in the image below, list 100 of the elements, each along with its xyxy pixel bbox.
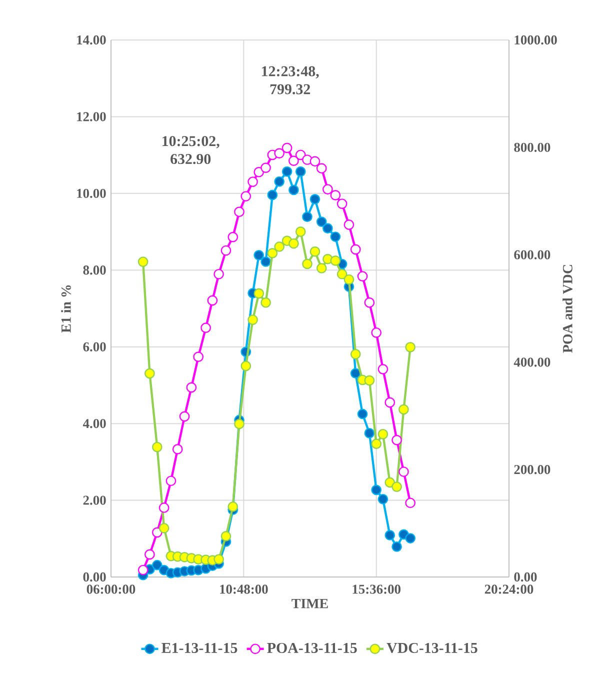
point	[254, 288, 264, 299]
point	[371, 484, 382, 496]
point	[234, 418, 244, 430]
point	[288, 184, 299, 196]
point	[248, 176, 258, 187]
point	[144, 368, 155, 379]
point	[158, 502, 170, 513]
y2-tick-label: 600.00	[514, 250, 550, 260]
point	[152, 560, 162, 570]
point	[350, 348, 361, 360]
y-tick-label: 14.00	[77, 35, 106, 45]
y2-tick-label: 200.00	[514, 465, 550, 474]
point	[274, 176, 285, 187]
point	[179, 411, 190, 422]
legend-label: POA-13-11-15	[267, 642, 357, 653]
point	[310, 246, 320, 257]
annotation: 12:23:48, 799.32	[262, 66, 319, 94]
point	[336, 268, 348, 280]
point	[228, 501, 238, 512]
point	[330, 190, 341, 200]
y-tick-label: 12.00	[77, 112, 106, 122]
x-axis-title: TIME	[292, 598, 328, 608]
point	[260, 297, 271, 308]
point	[344, 220, 354, 230]
legend-label: VDC-13-11-15	[386, 642, 478, 654]
y2-tick-label: 800.00	[514, 142, 550, 152]
point	[378, 494, 388, 504]
point	[193, 352, 204, 362]
point	[364, 428, 375, 438]
y-tick-label: 2.00	[83, 496, 106, 505]
x-tick-label: 20:24:00	[484, 584, 534, 594]
point	[344, 274, 354, 285]
y2-axis-title: POA and VDC	[562, 265, 572, 353]
point	[336, 198, 348, 209]
point	[398, 404, 409, 415]
point	[138, 256, 148, 267]
point	[220, 531, 232, 542]
point	[322, 223, 333, 234]
y-tick-label: 4.00	[82, 418, 106, 428]
y-tick-label: 8.00	[83, 266, 106, 275]
point	[392, 434, 402, 446]
point	[207, 295, 218, 306]
point	[350, 368, 361, 378]
point	[172, 444, 183, 454]
point	[260, 162, 271, 173]
point	[322, 184, 333, 194]
legend-label: E1-13-11-15	[162, 642, 238, 653]
point	[316, 216, 327, 227]
point	[392, 482, 402, 492]
point	[158, 522, 170, 534]
point	[220, 245, 232, 256]
point	[378, 364, 388, 374]
point	[282, 142, 292, 154]
y2-tick-label: 0.00	[514, 572, 537, 582]
point	[364, 297, 375, 308]
point	[288, 156, 299, 166]
point	[260, 256, 271, 267]
point	[228, 232, 238, 242]
point	[384, 530, 396, 540]
point	[310, 156, 320, 167]
point	[254, 250, 264, 260]
point	[405, 342, 416, 352]
point	[186, 382, 197, 393]
point	[357, 408, 368, 420]
point	[384, 397, 396, 408]
x-tick-label: 15:36:00	[352, 584, 400, 594]
point	[274, 148, 285, 158]
y-tick-label: 6.00	[83, 342, 106, 352]
point	[330, 232, 341, 242]
y2-tick-label: 1000.00	[514, 35, 557, 45]
point	[274, 242, 285, 252]
point	[288, 238, 299, 249]
point	[302, 212, 312, 222]
point	[302, 258, 312, 270]
point	[398, 466, 409, 477]
point	[166, 476, 176, 486]
point	[378, 428, 388, 440]
point	[240, 360, 252, 372]
point	[267, 190, 278, 200]
point	[214, 554, 224, 564]
point	[144, 549, 155, 560]
point	[234, 206, 244, 218]
point	[405, 533, 416, 544]
y-tick-label: 0.00	[83, 572, 106, 582]
point	[330, 256, 341, 266]
point	[200, 322, 211, 334]
point	[248, 314, 258, 325]
point	[405, 498, 416, 508]
point	[267, 248, 278, 258]
y2-tick-label: 400.00	[514, 358, 550, 367]
point	[350, 244, 361, 255]
x-tick-label: 06:00:00	[86, 584, 136, 594]
point	[371, 438, 382, 450]
point	[316, 163, 327, 174]
y-tick-label: 10.00	[77, 188, 106, 198]
point	[357, 271, 368, 282]
x-tick-label: 10:48:00	[220, 584, 268, 594]
point	[240, 191, 252, 202]
y-axis-title: E1 in %	[61, 285, 71, 333]
point	[310, 194, 320, 204]
